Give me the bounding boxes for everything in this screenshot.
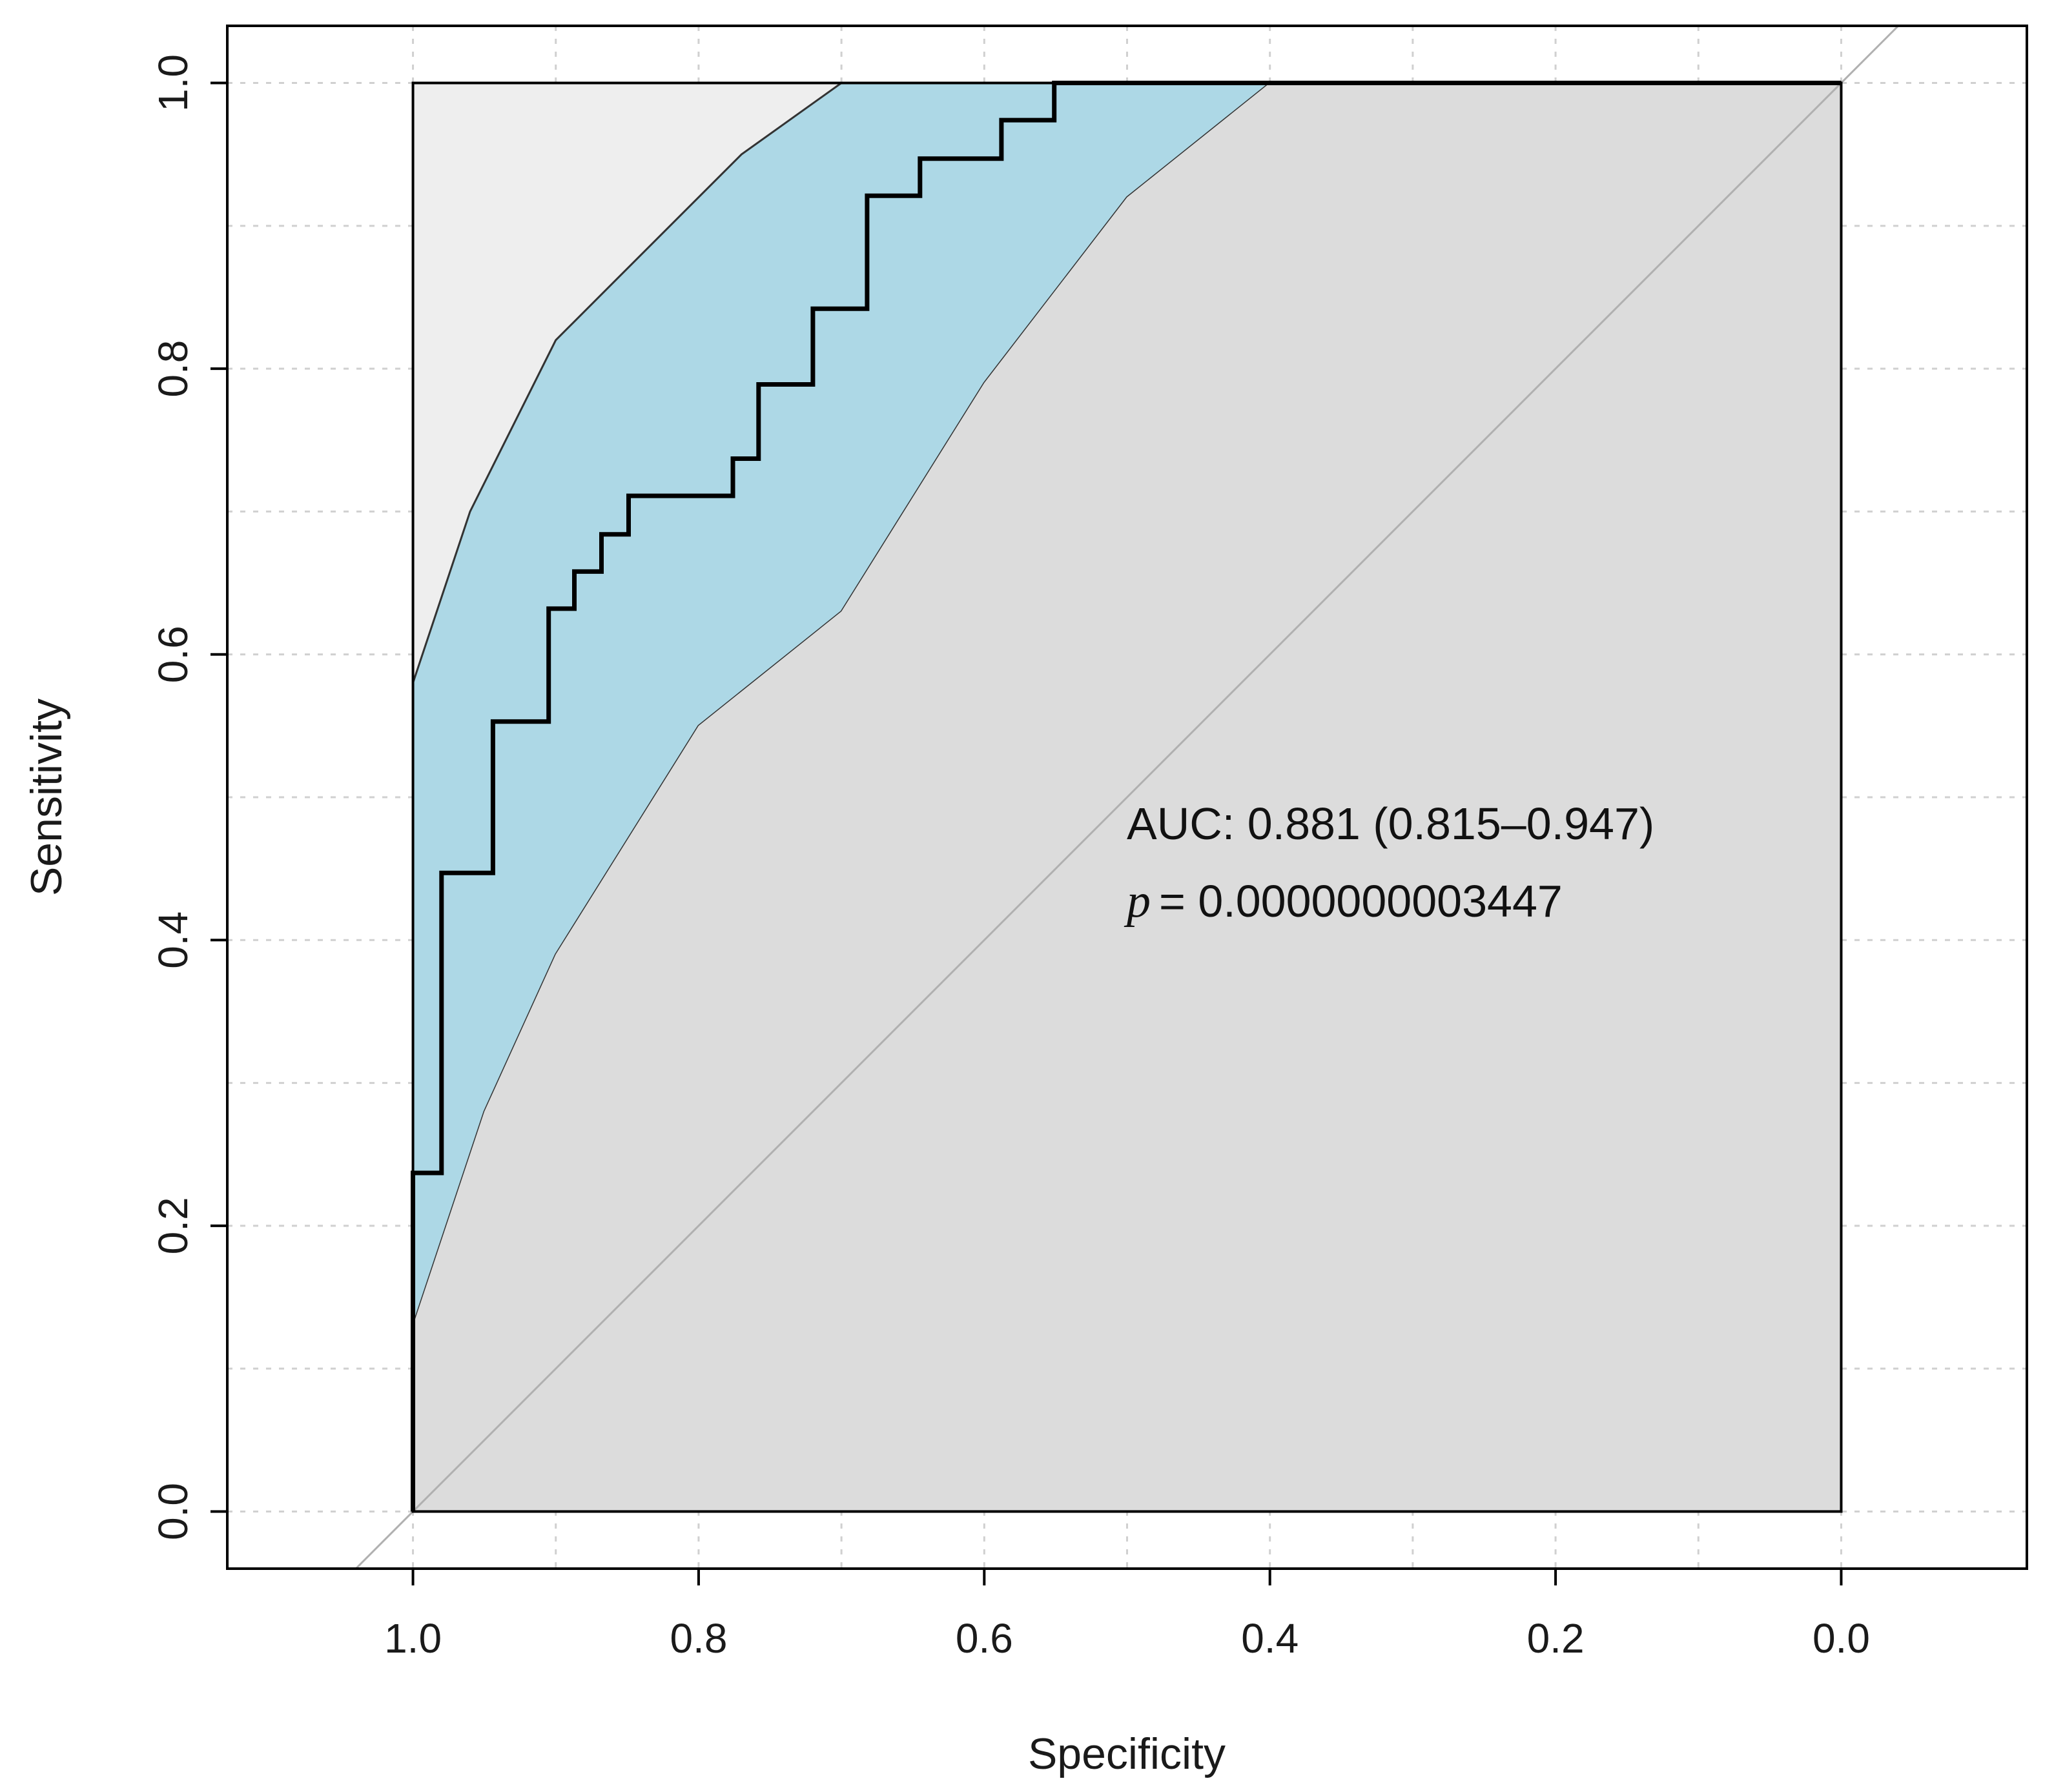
x-tick-label: 0.0 xyxy=(1813,1615,1870,1662)
x-tick-label: 0.4 xyxy=(1241,1615,1299,1662)
x-tick-label: 0.8 xyxy=(670,1615,727,1662)
reference-diagonal xyxy=(355,26,1899,1569)
x-tick-label: 0.6 xyxy=(956,1615,1013,1662)
auc-annotation: AUC: 0.881 (0.815–0.947) xyxy=(1127,799,1654,849)
p-symbol: p xyxy=(1124,875,1151,928)
x-axis-title: Specificity xyxy=(1028,1729,1226,1778)
p-value: = 0.0000000003447 xyxy=(1159,876,1563,926)
plot-shapes xyxy=(355,26,1899,1569)
axis-ticks: 1.0 0.8 0.6 0.4 0.2 0.0 0.0 0.2 0.4 0.6 0.8 1.0 xyxy=(150,54,1870,1662)
roc-curve xyxy=(411,81,1842,1512)
y-tick-label: 0.2 xyxy=(150,1197,196,1254)
plot-frame xyxy=(226,25,2028,1570)
x-tick-label: 0.2 xyxy=(1527,1615,1585,1662)
y-tick-label: 0.0 xyxy=(150,1483,196,1540)
y-tick-label: 0.4 xyxy=(150,911,196,969)
y-tick-label: 0.6 xyxy=(150,626,196,683)
x-tick-label: 1.0 xyxy=(384,1615,442,1662)
y-axis-title: Sensitivity xyxy=(22,698,71,896)
y-tick-label: 1.0 xyxy=(150,54,196,112)
y-tick-label: 0.8 xyxy=(150,340,196,398)
